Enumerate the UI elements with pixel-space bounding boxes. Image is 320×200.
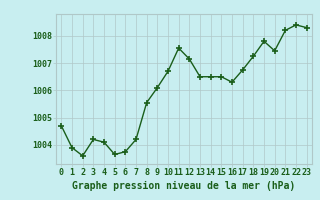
X-axis label: Graphe pression niveau de la mer (hPa): Graphe pression niveau de la mer (hPa)	[72, 181, 296, 191]
